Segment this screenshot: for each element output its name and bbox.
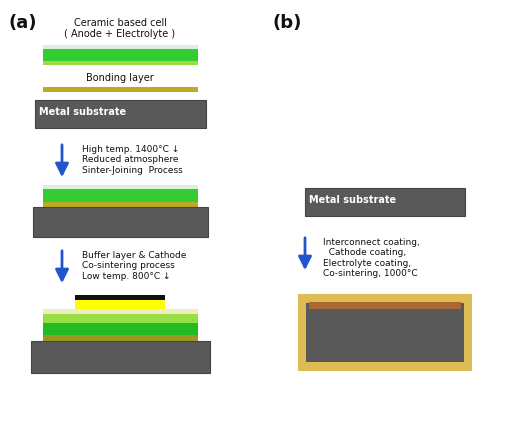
Bar: [305, 188, 465, 216]
Text: Bonding layer: Bonding layer: [86, 73, 154, 83]
Bar: [43, 314, 198, 323]
Bar: [309, 302, 461, 309]
Bar: [43, 49, 198, 61]
Text: Metal substrate: Metal substrate: [309, 195, 396, 205]
Bar: [43, 87, 198, 92]
Text: Interconnect coating,
  Cathode coating,
Electrolyte coating,
Co-sintering, 1000: Interconnect coating, Cathode coating, E…: [323, 238, 420, 278]
Bar: [43, 202, 198, 207]
Bar: [43, 309, 198, 314]
Bar: [43, 45, 198, 49]
Bar: [43, 323, 198, 335]
Bar: [31, 341, 210, 373]
Text: Metal substrate: Metal substrate: [39, 107, 126, 117]
Bar: [43, 185, 198, 189]
Text: ( Anode + Electrolyte ): ( Anode + Electrolyte ): [64, 29, 176, 39]
Text: Buffer layer & Cathode
Co-sintering process
Low temp. 800°C ↓: Buffer layer & Cathode Co-sintering proc…: [82, 251, 186, 281]
Text: (a): (a): [8, 14, 36, 32]
Text: (b): (b): [272, 14, 301, 32]
Text: High temp. 1400°C ↓
Reduced atmosphere
Sinter-Joining  Process: High temp. 1400°C ↓ Reduced atmosphere S…: [82, 145, 183, 175]
Bar: [306, 303, 464, 362]
Bar: [33, 207, 208, 237]
Bar: [43, 335, 198, 341]
Bar: [43, 61, 198, 65]
Bar: [43, 189, 198, 202]
Text: Ceramic based cell: Ceramic based cell: [74, 18, 166, 28]
Bar: [35, 100, 206, 128]
Bar: [75, 295, 165, 300]
Bar: [75, 300, 165, 309]
Bar: [299, 295, 471, 370]
